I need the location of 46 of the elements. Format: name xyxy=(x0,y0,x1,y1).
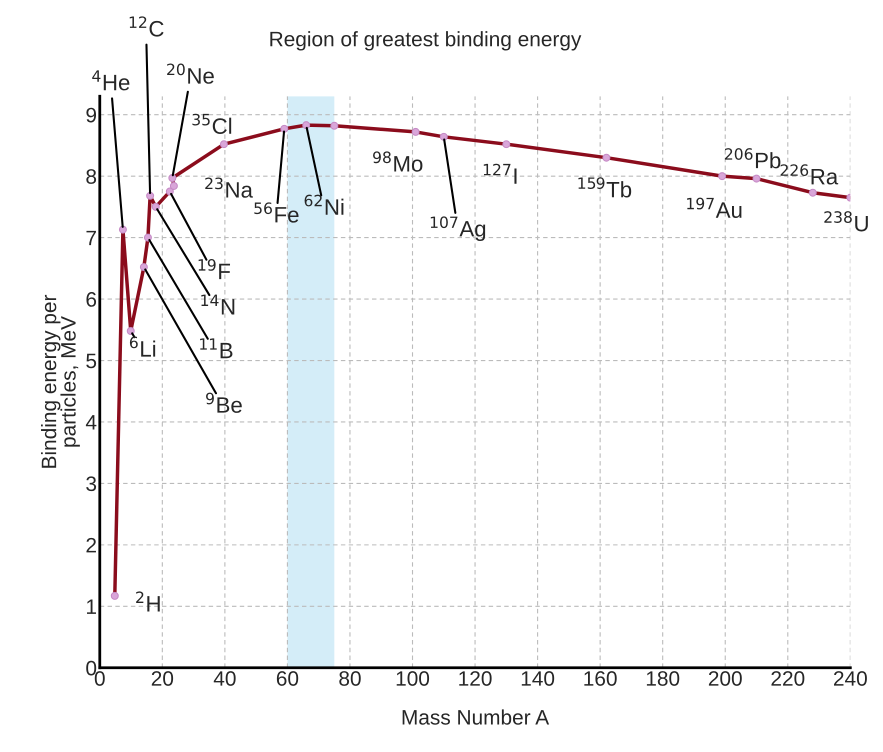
x-tick-label: 60 xyxy=(276,671,298,686)
annotation: $^{56}$Fe xyxy=(254,202,299,223)
x-tick-label: 40 xyxy=(214,671,236,686)
y-tick-label: 9 xyxy=(86,108,96,122)
y-tick-label: 8 xyxy=(86,169,96,184)
x-tick-label: 160 xyxy=(584,671,617,686)
annotation: $^{14}$N xyxy=(201,294,234,314)
y-tick-label: 1 xyxy=(87,600,96,614)
y-tick-label: 0 xyxy=(86,660,96,676)
x-tick-label: 100 xyxy=(396,671,430,686)
x-tick-label: 220 xyxy=(771,671,804,686)
x-tick-label: 200 xyxy=(708,671,742,686)
annotation: $^{23}$Na xyxy=(205,178,253,198)
annotation: $^{6}$Li xyxy=(130,336,156,357)
annotation: $^{19}$F xyxy=(198,259,230,280)
annotation: $^{127}$I xyxy=(484,164,517,184)
annotation: $^{2}$H xyxy=(136,591,160,612)
annotation: $^{11}$B xyxy=(200,338,232,358)
band-label: Region of greatest binding energy xyxy=(270,31,582,51)
x-tick-label: 180 xyxy=(646,671,680,686)
y-tick-label: 6 xyxy=(86,292,96,307)
y-axis-title: Binding energy per particles, MeV xyxy=(41,294,80,468)
annotation: $^{35}$Cl xyxy=(192,114,232,134)
x-tick-label: 80 xyxy=(339,671,361,686)
x-tick-label: 120 xyxy=(459,671,492,686)
annotation: $^{98}$Mo xyxy=(373,151,422,172)
annotation: $^{159}$Tb xyxy=(578,177,632,198)
annotation: $^{107}$Ag xyxy=(430,216,486,242)
x-tick-label: 140 xyxy=(522,671,554,686)
x-axis-title: Mass Number A xyxy=(402,709,550,725)
annotation: $^{238}$U xyxy=(824,211,868,232)
x-tick-label: 20 xyxy=(152,671,174,686)
y-tick-label: 3 xyxy=(86,476,96,492)
annotation: $^{226}$Ra xyxy=(780,164,838,185)
x-tick-label: 240 xyxy=(834,671,867,686)
annotation: $^{197}$Au xyxy=(687,198,742,218)
y-tick-label: 5 xyxy=(86,354,96,368)
annotation: $^{62}$Ni xyxy=(304,194,344,215)
annotation: $^{206}$Pb xyxy=(724,148,780,168)
y-tick-label: 4 xyxy=(86,415,96,430)
y-tick-label: 2 xyxy=(86,538,96,552)
annotation: $^{9}$Be xyxy=(206,392,242,413)
annotation: $^{4}$He xyxy=(92,70,130,90)
y-tick-label: 7 xyxy=(86,230,96,246)
annotation: $^{12}$C xyxy=(130,16,164,37)
annotation: $^{20}$Ne xyxy=(167,64,214,84)
